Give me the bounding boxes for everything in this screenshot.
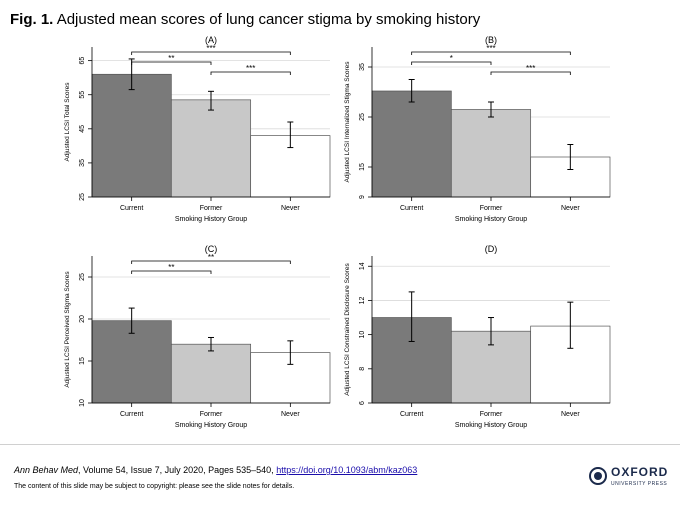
bar-chart-panels: 25 35 45 55 65 Current Former Never Smoking Hist… [64, 35, 611, 429]
journal-name: Ann Behav Med [14, 465, 79, 475]
bar-current [91, 320, 172, 404]
x-axis-label: Smoking History Group [175, 422, 247, 429]
x-axis-label: Smoking History Group [455, 216, 527, 223]
y-tick-label: 6 [359, 401, 366, 405]
significance-bracket [131, 260, 291, 264]
y-tick-label: 20 [79, 315, 86, 323]
figure-label: Fig. 1. [10, 11, 54, 28]
x-tick-label: Former [480, 411, 503, 418]
doi-link[interactable]: https://doi.org/10.1093/abm/kaz063 [276, 465, 418, 475]
x-tick-label: Former [200, 205, 223, 212]
significance-bracket [131, 270, 212, 274]
y-tick-label: 10 [79, 399, 86, 407]
y-axis-label: Adjusted LCSI Total Scores [64, 82, 71, 162]
oxford-logo-icon [589, 467, 607, 485]
x-tick-label: Former [480, 205, 503, 212]
y-tick-label: 8 [359, 367, 366, 371]
publisher-subtitle: UNIVERSITY PRESS [611, 481, 668, 487]
y-tick-label: 9 [359, 195, 366, 199]
significance-label: *** [246, 64, 255, 73]
y-tick-label: 12 [359, 296, 366, 304]
significance-bracket [490, 71, 571, 75]
figure-title-text: Adjusted mean scores of lung cancer stig… [56, 11, 481, 28]
bar-former [170, 343, 252, 404]
y-tick-label: 15 [359, 163, 366, 171]
citation-details: , Volume 54, Issue 7, July 2020, Pages 5… [78, 465, 274, 475]
y-tick-label: 35 [79, 159, 86, 167]
copyright-notice: The content of this slide may be subject… [14, 483, 295, 490]
significance-label: ** [168, 263, 174, 272]
x-tick-label: Former [200, 411, 223, 418]
citation: Ann Behav Med, Volume 54, Issue 7, July … [14, 465, 417, 475]
panel-label: (B) [485, 35, 497, 45]
panel-label: (C) [205, 244, 218, 254]
chart-panel-4: 6 8 10 12 14 Current Former Never Smoking Histor… [344, 244, 611, 429]
panel-label: (D) [485, 244, 498, 254]
y-tick-label: 65 [79, 57, 86, 65]
panel-label: (A) [205, 35, 217, 45]
y-tick-label: 25 [79, 193, 86, 201]
x-tick-label: Current [400, 205, 423, 212]
x-tick-label: Current [120, 411, 143, 418]
significance-label: *** [206, 44, 215, 53]
significance-bracket [411, 61, 492, 65]
bar-former [170, 99, 252, 198]
x-tick-label: Never [281, 411, 300, 418]
significance-label: *** [486, 44, 495, 53]
publisher-name: OXFORD [611, 465, 669, 479]
significance-label: ** [208, 253, 214, 262]
chart-panel-2: 9 15 25 35 Current Former Never Smoking History… [344, 35, 611, 223]
y-tick-label: 25 [359, 113, 366, 121]
bar-former [450, 109, 532, 198]
y-tick-label: 35 [359, 63, 366, 71]
figure-title: Fig. 1. Adjusted mean scores of lung can… [10, 11, 480, 28]
x-tick-label: Current [120, 205, 143, 212]
y-tick-label: 14 [359, 262, 366, 270]
significance-label: * [450, 54, 453, 63]
significance-bracket [411, 51, 571, 55]
chart-panel-1: 25 35 45 55 65 Current Former Never Smoking Hist… [64, 35, 331, 223]
publisher-logo[interactable]: OXFORD UNIVERSITY PRESS [589, 462, 669, 492]
significance-bracket [131, 51, 291, 55]
x-tick-label: Never [281, 205, 300, 212]
x-tick-label: Never [561, 411, 580, 418]
y-tick-label: 15 [79, 357, 86, 365]
significance-bracket [210, 71, 291, 75]
x-axis-label: Smoking History Group [455, 422, 527, 429]
y-axis-label: Adjusted LCSI Constrained Disclosure Sco… [344, 262, 351, 395]
y-tick-label: 25 [79, 273, 86, 281]
significance-label: ** [168, 54, 174, 63]
y-tick-label: 10 [359, 331, 366, 339]
x-axis-label: Smoking History Group [175, 216, 247, 223]
x-tick-label: Never [561, 205, 580, 212]
significance-label: *** [526, 64, 535, 73]
y-tick-label: 45 [79, 125, 86, 133]
bar-current [91, 73, 172, 198]
chart-panel-3: 10 15 20 25 Current Former Never Smoking Histor… [64, 244, 331, 429]
footer-divider [0, 444, 680, 445]
bar-current [371, 90, 452, 198]
significance-bracket [131, 61, 212, 65]
x-tick-label: Current [400, 411, 423, 418]
y-tick-label: 55 [79, 91, 86, 99]
y-axis-label: Adjusted LCSI Internalized Stigma Scores [344, 61, 351, 183]
y-axis-label: Adjusted LCSI Perceived Stigma Scores [64, 271, 71, 388]
